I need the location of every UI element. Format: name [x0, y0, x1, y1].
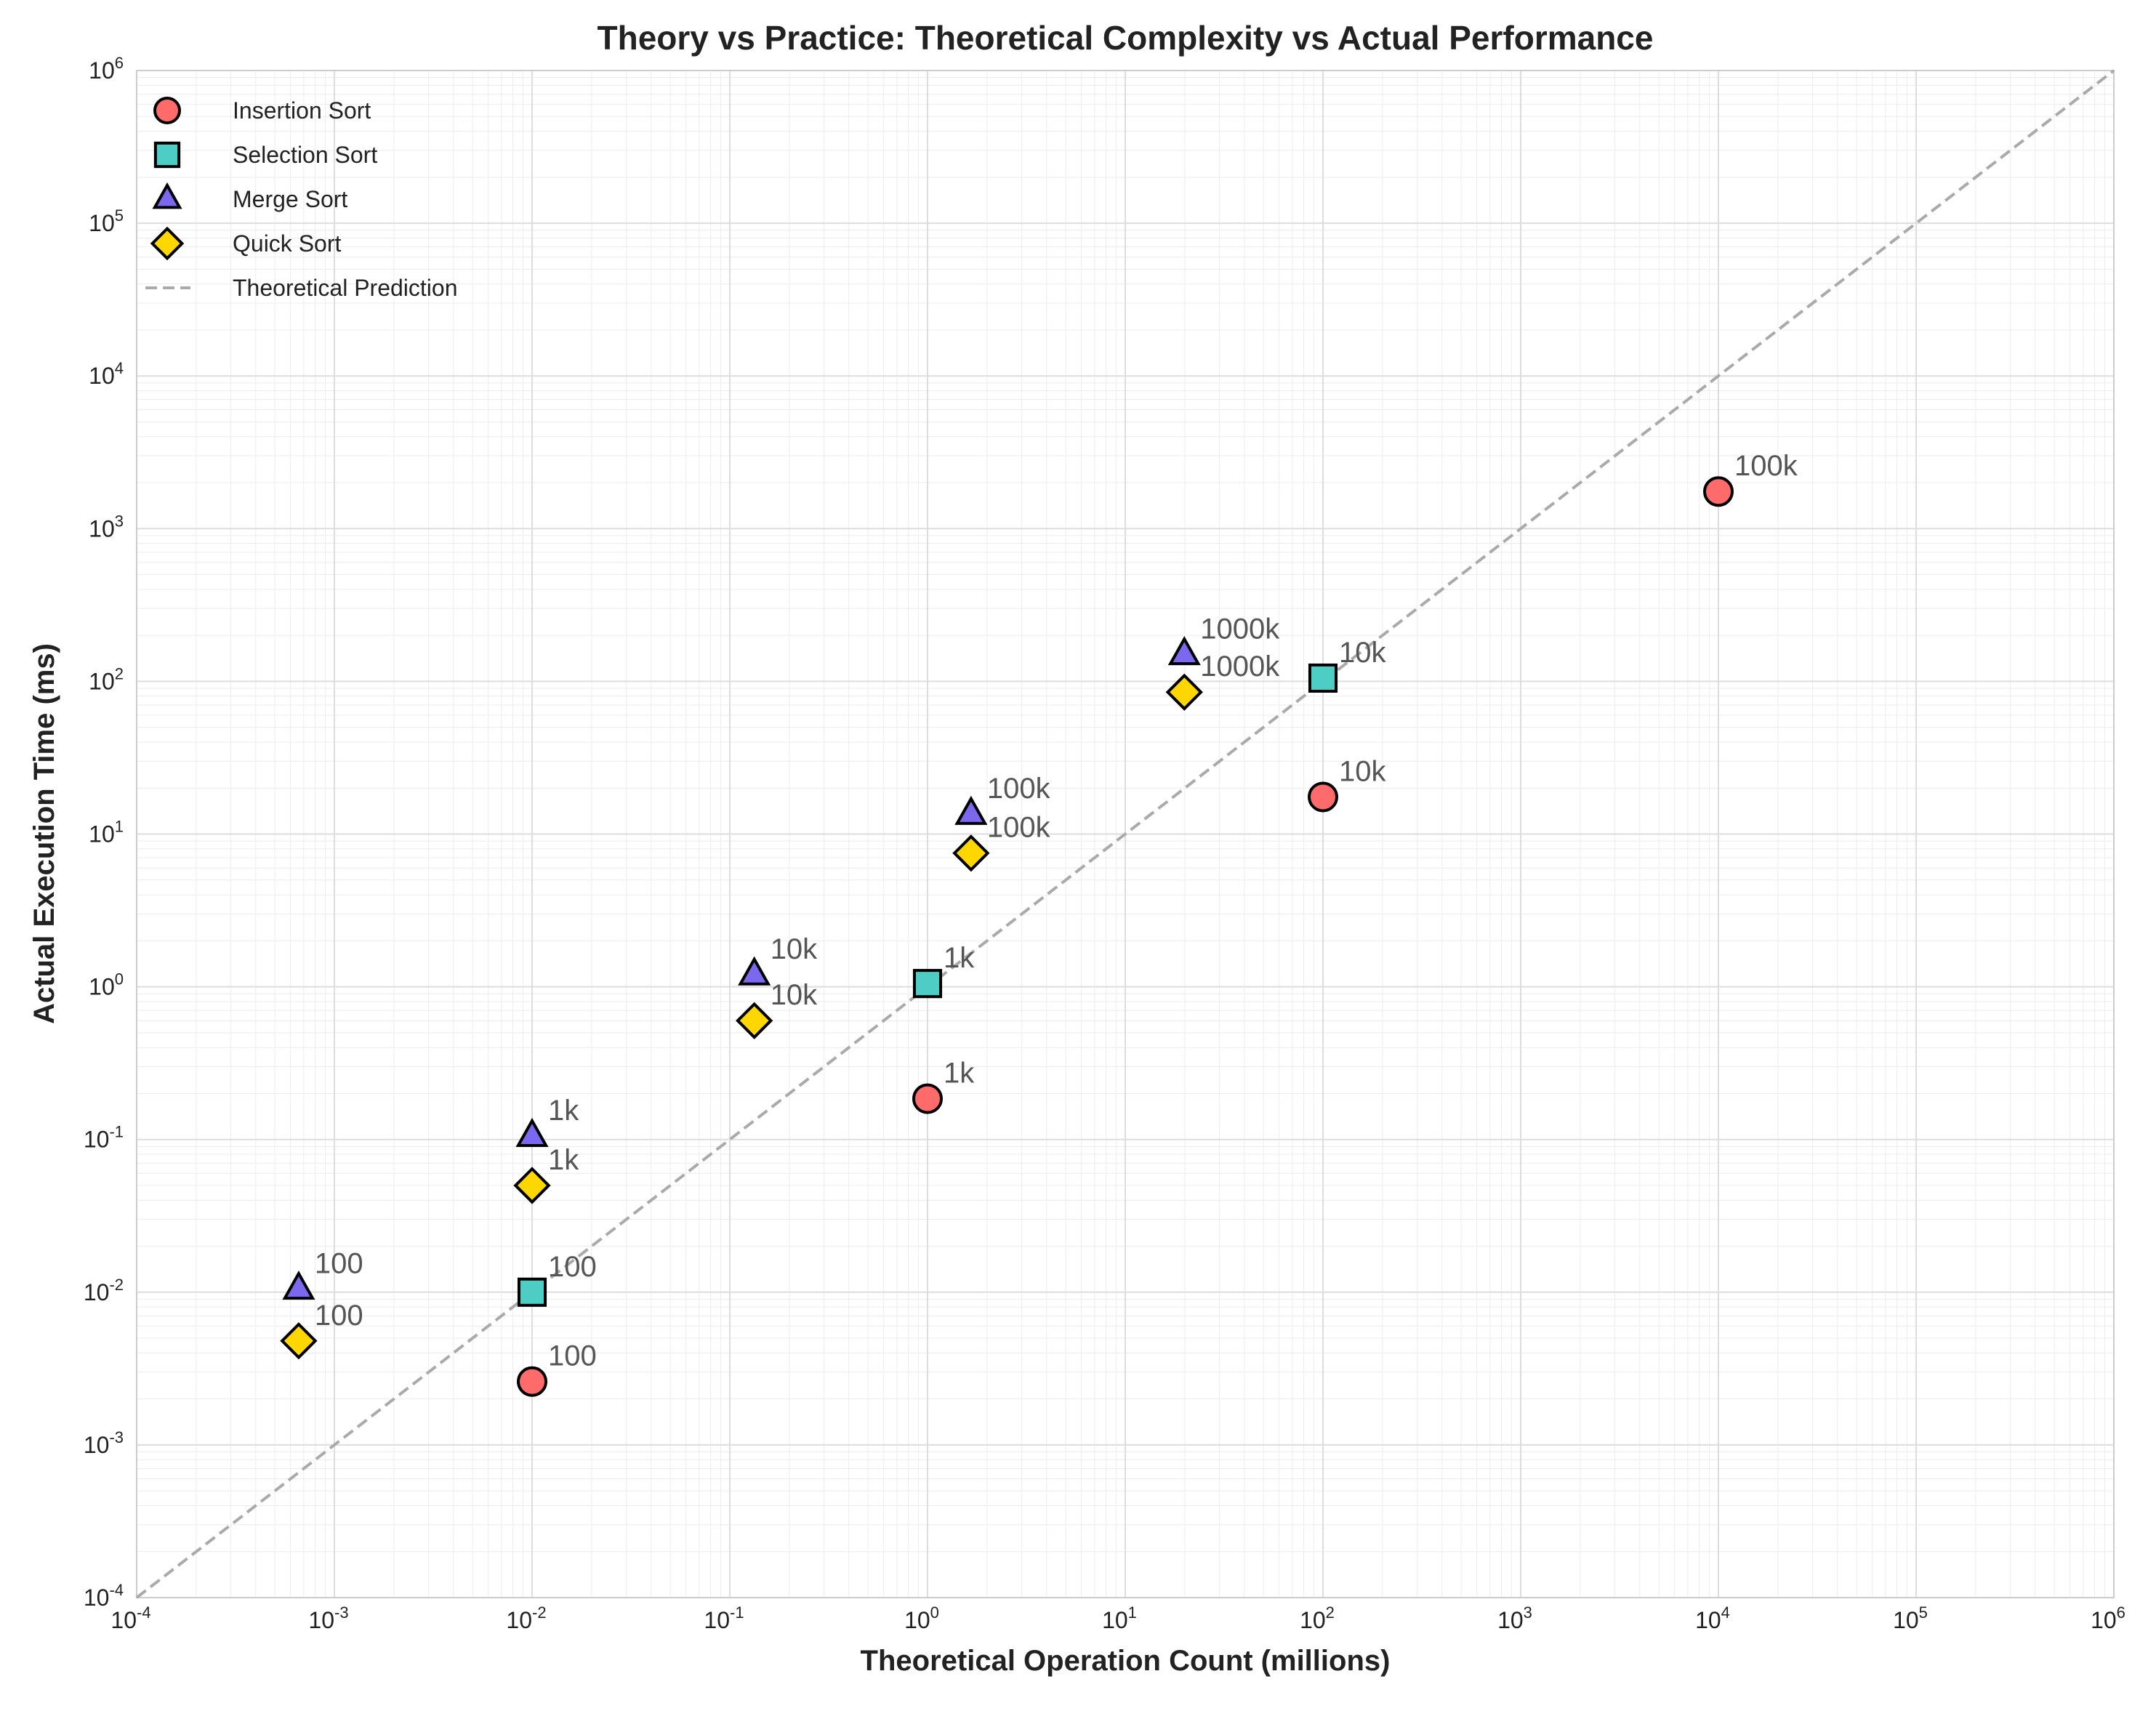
legend-insertion-sort-marker [153, 97, 181, 124]
selection-sort-point [517, 1277, 547, 1307]
quick-sort-point-label: 100k [987, 812, 1051, 844]
merge-sort-point [515, 1117, 549, 1148]
merge-sort-point-label: 100k [987, 773, 1051, 805]
x-tick-label: 105 [1893, 1603, 1928, 1633]
y-tick-label: 10-3 [84, 1428, 124, 1458]
merge-sort-point-label: 100 [315, 1247, 363, 1279]
selection-sort-point-label: 100 [548, 1251, 597, 1283]
insertion-sort-point-label: 10k [1339, 755, 1386, 787]
insertion-sort-point [1703, 476, 1734, 507]
data-points [280, 476, 1734, 1397]
reference-line-layer [135, 69, 2115, 1599]
y-tick-label: 102 [89, 664, 124, 694]
insertion-sort-point-label: 100k [1734, 450, 1798, 482]
legend-selection-sort-marker [153, 141, 181, 169]
x-tick-label: 10-1 [704, 1603, 744, 1633]
selection-sort-point-label: 10k [1339, 637, 1386, 669]
x-tick-label: 10-3 [308, 1603, 348, 1633]
y-tick-label: 10-1 [84, 1123, 124, 1153]
x-axis-label: Theoretical Operation Count (millions) [861, 1645, 1391, 1677]
insertion-sort-point [517, 1366, 547, 1397]
quick-sort-point-label: 1000k [1200, 651, 1280, 683]
x-tick-label: 100 [904, 1603, 939, 1633]
y-tick-label: 100 [89, 970, 124, 1000]
y-tick-label: 104 [89, 359, 124, 389]
y-axis-ticks: 10-4 10-3 10-2 10-1 100 101 102 103 104 105 106 [84, 54, 124, 1611]
insertion-sort-point-label: 100 [548, 1340, 597, 1372]
y-tick-label: 106 [89, 54, 124, 84]
merge-sort-point [1167, 636, 1201, 666]
merge-sort-point [738, 956, 771, 986]
selection-sort-point-label: 1k [944, 942, 975, 974]
y-tick-label: 10-2 [84, 1276, 124, 1305]
merge-sort-point-label: 1k [548, 1095, 579, 1127]
quick-sort-point-label: 10k [771, 979, 818, 1011]
insertion-sort-point [912, 1083, 943, 1114]
y-axis-label: Actual Execution Time (ms) [28, 643, 60, 1024]
quick-sort-point [513, 1167, 551, 1204]
y-tick-label: 105 [89, 206, 124, 236]
quick-sort-point [1165, 673, 1203, 711]
x-axis-ticks: 10-4 10-3 10-2 10-1 100 101 102 103 104 105 106 [110, 1603, 2125, 1633]
quick-sort-point [280, 1322, 318, 1360]
selection-sort-point [1308, 663, 1338, 693]
legend-quick-sort-marker [150, 226, 185, 261]
insertion-sort-point [1308, 781, 1338, 813]
legend-merge-sort-label: Merge Sort [233, 186, 347, 212]
legend-merge-sort-marker [152, 182, 182, 209]
chart-title: Theory vs Practice: Theoretical Complexi… [598, 19, 1654, 57]
legend-theoretical-prediction-label: Theoretical Prediction [233, 275, 457, 301]
merge-sort-point-label: 10k [771, 933, 818, 965]
plot-frame [136, 70, 2115, 1598]
y-tick-label: 10-4 [84, 1581, 124, 1611]
quick-sort-point [952, 834, 990, 872]
quick-sort-point [736, 1002, 773, 1039]
legend-quick-sort-label: Quick Sort [233, 230, 341, 257]
merge-sort-point [282, 1270, 315, 1300]
x-tick-label: 102 [1300, 1603, 1335, 1633]
x-tick-label: 10-2 [506, 1603, 546, 1633]
theoretical-prediction-line [135, 69, 2115, 1599]
x-tick-label: 103 [1497, 1603, 1532, 1633]
merge-sort-point [954, 795, 988, 825]
x-tick-label: 101 [1102, 1603, 1137, 1633]
quick-sort-point-label: 1k [548, 1144, 579, 1176]
merge-sort-point-label: 1000k [1200, 613, 1280, 645]
y-tick-label: 101 [89, 818, 124, 848]
data-point-labels: 100 1k 10k 100k 100 1k 10k 100 1k 10k 100k 1000k 100… [315, 450, 1798, 1372]
x-tick-label: 106 [2091, 1603, 2125, 1633]
x-tick-label: 104 [1695, 1603, 1730, 1633]
legend-insertion-sort-label: Insertion Sort [233, 97, 371, 124]
selection-sort-point [912, 969, 943, 999]
y-tick-label: 103 [89, 512, 124, 542]
quick-sort-point-label: 100 [315, 1300, 363, 1332]
x-tick-label: 10-4 [110, 1603, 150, 1633]
insertion-sort-point-label: 1k [944, 1058, 975, 1090]
legend: Insertion Sort Selection Sort Merge Sort Qu… [145, 97, 457, 301]
legend-selection-sort-label: Selection Sort [233, 142, 377, 168]
